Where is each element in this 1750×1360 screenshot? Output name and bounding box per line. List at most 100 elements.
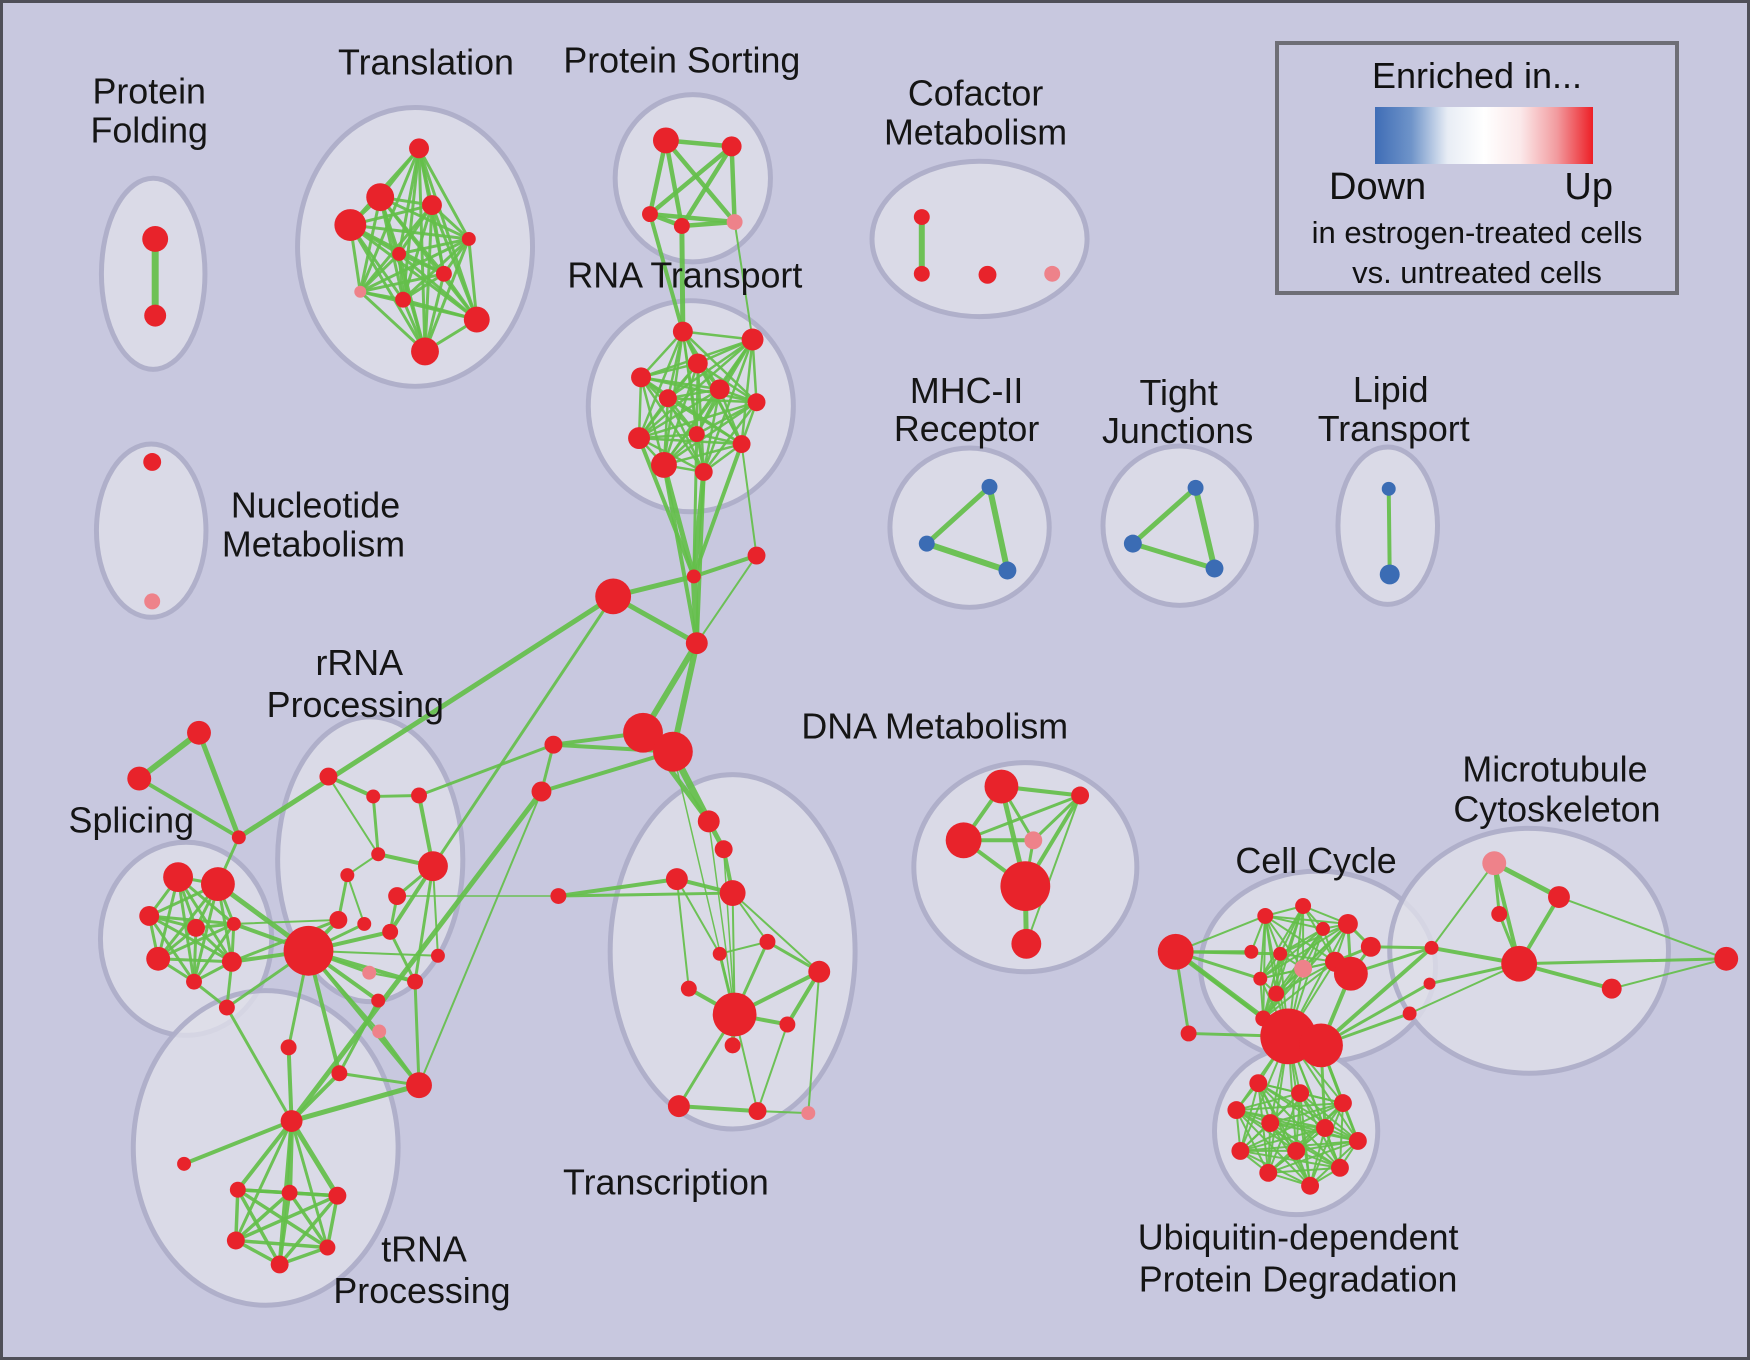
cluster-label-tight-junctions-line2: Junctions — [1102, 411, 1253, 451]
edge — [681, 330, 754, 341]
edge — [234, 1119, 294, 1243]
edge — [676, 1104, 760, 1114]
network-node-mt3 — [1548, 886, 1570, 908]
network-node-lt2 — [1379, 564, 1400, 585]
cluster-label-protein-folding-line2: Folding — [90, 110, 208, 150]
network-node-sp3 — [139, 905, 160, 926]
edge — [358, 290, 427, 353]
edge — [679, 219, 737, 229]
edge — [1262, 952, 1282, 1020]
network-node-ub12 — [1301, 1176, 1320, 1195]
edge — [923, 540, 1011, 574]
network-node-cn6 — [652, 731, 693, 772]
edge — [556, 877, 679, 899]
network-node-ub10 — [1259, 1163, 1278, 1182]
network-node-rt1 — [672, 321, 693, 342]
edge — [1264, 914, 1349, 925]
edge — [230, 918, 340, 964]
edge — [1369, 945, 1434, 950]
edge — [702, 388, 721, 474]
network-node-ps5 — [726, 214, 743, 230]
network-node-mt4 — [1501, 945, 1538, 982]
edge — [1262, 914, 1267, 1020]
network-node-rp4 — [371, 847, 386, 862]
network-node-rt8 — [688, 426, 705, 443]
edge — [1610, 957, 1728, 990]
network-node-rt10 — [732, 435, 751, 454]
network-node-dm4 — [1024, 831, 1043, 850]
edge — [234, 1190, 292, 1243]
edge — [661, 462, 699, 646]
network-node-t10 — [463, 306, 490, 333]
network-node-cc2 — [1244, 944, 1259, 959]
legend-caption-line1: in estrogen-treated cells — [1311, 215, 1643, 250]
edge — [1309, 1127, 1327, 1187]
network-node-mh3 — [998, 561, 1017, 580]
network-node-mt7 — [1601, 978, 1622, 999]
network-node-dm2 — [1071, 786, 1090, 805]
edge — [337, 1071, 421, 1087]
edge — [327, 775, 380, 856]
cluster-label-rrna-processing-line1: rRNA — [315, 643, 403, 683]
network-node-mt2 — [1491, 905, 1508, 922]
edge — [430, 203, 479, 322]
network-node-rt6 — [658, 389, 677, 408]
edge — [358, 195, 382, 294]
edge — [1557, 896, 1728, 960]
edge — [666, 338, 754, 400]
network-node-rp15 — [280, 1039, 297, 1056]
edge — [176, 875, 234, 964]
network-node-tj1 — [1187, 479, 1204, 496]
edge — [346, 874, 366, 925]
network-node-tj2 — [1123, 534, 1142, 553]
cluster-label-mhc-ii-receptor-line1: MHC-II — [910, 371, 1023, 411]
edge — [1430, 862, 1496, 949]
edge — [647, 144, 734, 217]
network-node-tr7 — [319, 1239, 336, 1256]
edge — [236, 593, 616, 840]
edge — [639, 376, 758, 404]
edge — [431, 594, 615, 868]
network-node-t3 — [422, 195, 442, 216]
edge — [401, 272, 446, 302]
edge — [196, 730, 242, 840]
network-node-t9 — [395, 291, 412, 308]
network-node-cn2 — [685, 632, 708, 655]
edge — [637, 436, 696, 579]
network-node-cn1 — [686, 569, 701, 584]
edge — [539, 749, 675, 794]
network-node-sp2 — [200, 867, 235, 902]
network-node-cf2 — [913, 265, 930, 282]
network-node-rt11 — [650, 452, 677, 478]
network-node-cc9 — [1294, 959, 1313, 978]
network-node-rp18 — [372, 1024, 387, 1039]
network-node-tx3 — [665, 868, 688, 891]
edge — [147, 914, 236, 926]
network-node-mh1 — [981, 478, 998, 495]
edge — [695, 554, 758, 645]
network-node-ccH2 — [1299, 1023, 1343, 1068]
cluster-label-rna-transport: RNA Transport — [567, 256, 802, 296]
edge — [225, 1006, 294, 1123]
network-node-t1 — [409, 138, 429, 159]
network-node-ub11 — [1330, 1158, 1349, 1177]
edge — [1267, 1139, 1359, 1174]
network-node-rp12 — [407, 973, 424, 990]
network-node-rt5 — [709, 379, 730, 400]
edge — [662, 400, 758, 467]
edge — [401, 237, 471, 302]
network-node-mt5 — [1424, 940, 1439, 955]
network-node-sp5 — [226, 916, 241, 931]
network-node-cf1 — [913, 209, 930, 226]
edge — [236, 1187, 282, 1267]
edge — [666, 397, 758, 404]
network-node-ub3 — [1333, 1094, 1352, 1113]
network-node-rp6 — [418, 851, 448, 882]
network-node-st1 — [187, 720, 211, 745]
cluster-label-nucleotide-metabolism-line2: Metabolism — [222, 525, 405, 565]
network-node-t11 — [411, 337, 439, 366]
network-node-sp8 — [221, 951, 242, 972]
cluster-label-trna-processing-line2: Processing — [333, 1271, 510, 1311]
cluster-label-splicing: Splicing — [69, 800, 194, 840]
